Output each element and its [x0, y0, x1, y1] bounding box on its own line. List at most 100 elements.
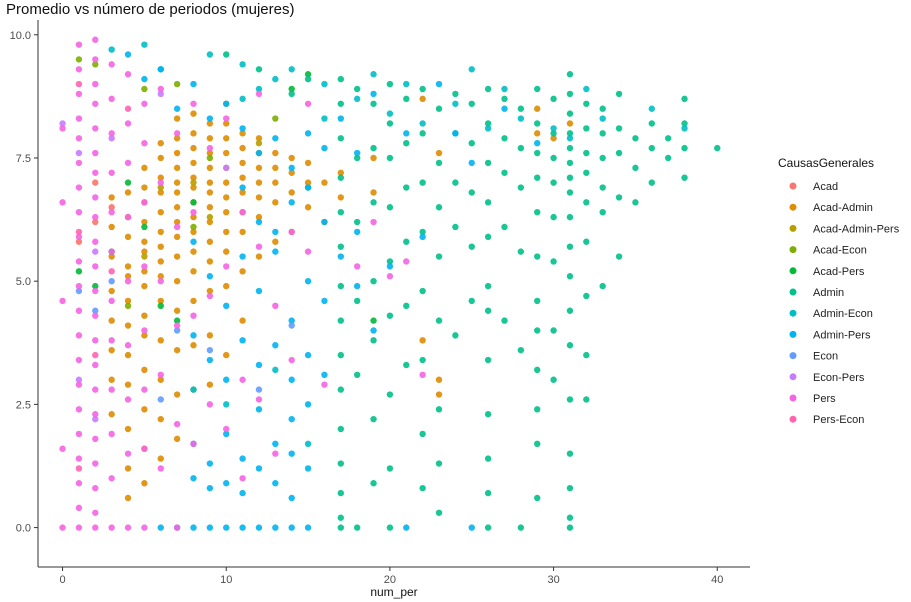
- data-point: [173, 115, 181, 122]
- data-point: [566, 450, 574, 457]
- data-point: [534, 85, 541, 93]
- data-point: [288, 322, 295, 329]
- data-point: [108, 268, 115, 275]
- data-point: [92, 351, 99, 359]
- data-point: [108, 253, 115, 260]
- data-point: [353, 154, 361, 162]
- data-point: [92, 484, 99, 492]
- data-point: [583, 125, 590, 132]
- data-point: [353, 282, 361, 290]
- data-point: [190, 144, 197, 152]
- data-point: [124, 450, 132, 457]
- data-point: [124, 302, 132, 310]
- y-tick-label: 10.0: [10, 30, 31, 42]
- data-point: [75, 381, 83, 388]
- data-point: [468, 139, 475, 147]
- data-point: [272, 524, 279, 531]
- data-point: [550, 154, 557, 162]
- data-point: [141, 85, 148, 93]
- data-point: [157, 415, 164, 423]
- data-point: [206, 292, 214, 300]
- data-point: [223, 401, 230, 408]
- data-point: [239, 524, 246, 531]
- data-point: [190, 248, 197, 255]
- data-point: [255, 85, 263, 93]
- data-point: [419, 95, 426, 103]
- data-point: [468, 100, 475, 107]
- data-point: [370, 415, 377, 423]
- data-point: [223, 164, 230, 172]
- data-point: [566, 71, 574, 78]
- data-point: [550, 125, 557, 132]
- data-point: [206, 356, 214, 364]
- data-point: [337, 243, 345, 250]
- data-point: [255, 253, 263, 260]
- data-point: [484, 282, 492, 290]
- data-point: [599, 208, 606, 216]
- data-point: [206, 287, 214, 295]
- data-point: [566, 307, 574, 314]
- legend-label: Pers: [813, 393, 836, 405]
- legend-item: Econ-Pers: [789, 372, 865, 384]
- data-point: [403, 258, 410, 265]
- data-point: [239, 489, 246, 497]
- data-point: [403, 524, 410, 531]
- data-point: [141, 327, 148, 334]
- data-point: [190, 342, 197, 349]
- data-point: [255, 139, 263, 147]
- data-point: [141, 75, 148, 83]
- data-point: [108, 475, 115, 482]
- data-point: [534, 253, 541, 260]
- data-point: [517, 144, 525, 152]
- data-point: [141, 218, 148, 226]
- data-point: [566, 110, 574, 117]
- data-point: [255, 524, 263, 531]
- data-point: [403, 361, 410, 369]
- data-point: [484, 125, 492, 132]
- data-point: [190, 80, 197, 88]
- x-tick-label: 10: [220, 574, 232, 586]
- data-point: [124, 179, 132, 186]
- data-point: [239, 95, 246, 103]
- data-point: [468, 297, 475, 305]
- data-point: [304, 248, 312, 255]
- data-point: [124, 465, 132, 472]
- data-point: [75, 238, 83, 245]
- data-point: [141, 248, 148, 255]
- data-point: [157, 524, 164, 531]
- data-point: [321, 297, 328, 305]
- data-point: [59, 524, 66, 531]
- data-point: [124, 273, 132, 280]
- data-point: [337, 75, 345, 83]
- data-point: [206, 484, 214, 492]
- legend-item: Acad: [789, 181, 838, 193]
- data-point: [681, 125, 688, 132]
- data-point: [141, 332, 148, 339]
- data-point: [92, 282, 99, 290]
- data-point: [534, 105, 541, 112]
- data-point: [419, 228, 426, 236]
- data-point: [403, 80, 410, 88]
- data-point: [321, 144, 328, 152]
- data-point: [615, 125, 623, 132]
- data-point: [157, 243, 164, 250]
- data-point: [173, 327, 181, 334]
- data-point: [501, 317, 508, 324]
- data-point: [92, 179, 99, 186]
- data-point: [435, 376, 443, 383]
- data-point: [566, 135, 574, 142]
- data-point: [92, 411, 99, 418]
- data-point: [206, 460, 214, 467]
- data-point: [534, 494, 541, 502]
- data-point: [75, 135, 83, 142]
- data-point: [124, 524, 132, 531]
- data-point: [141, 480, 148, 487]
- data-point: [206, 346, 214, 354]
- data-point: [190, 130, 197, 137]
- data-point: [108, 95, 115, 103]
- data-point: [288, 90, 295, 98]
- data-point: [157, 465, 164, 472]
- data-point: [75, 41, 83, 48]
- data-point: [173, 204, 181, 211]
